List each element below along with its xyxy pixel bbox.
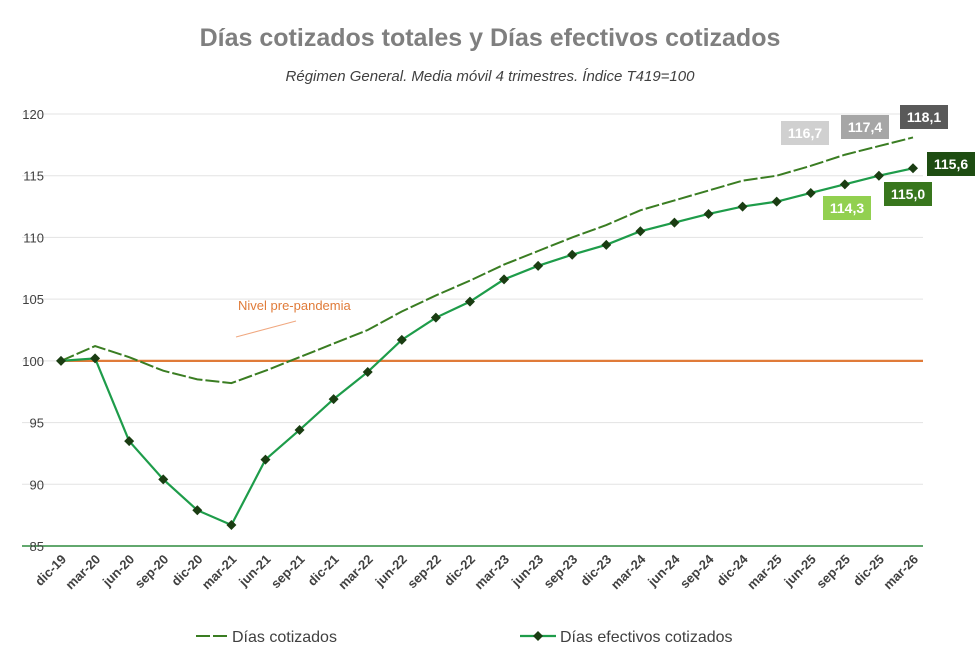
data-point-marker: [192, 505, 203, 516]
data-point-marker: [601, 239, 612, 250]
data-label: 117,4: [848, 119, 882, 135]
data-point-marker: [703, 208, 714, 219]
data-point-marker: [873, 170, 884, 181]
legend-marker-dias-efectivos: [533, 631, 543, 641]
series-dias-efectivos-line: [60, 167, 914, 527]
y-tick-label: 85: [30, 539, 44, 554]
x-tick-label: mar-20: [62, 552, 103, 593]
x-tick-label: jun-22: [372, 552, 410, 590]
data-point-marker: [533, 260, 544, 271]
x-tick-label: mar-22: [335, 552, 376, 593]
x-tick-label: jun-24: [644, 551, 683, 590]
x-tick-label: sep-20: [132, 552, 172, 592]
data-point-marker: [56, 355, 66, 366]
legend-label-dias-efectivos: Días efectivos cotizados: [560, 629, 733, 646]
data-point-marker: [567, 249, 578, 260]
y-tick-label: 115: [23, 169, 44, 184]
data-label-box: [927, 152, 975, 176]
data-point-marker: [430, 312, 441, 323]
data-point-marker: [362, 366, 373, 377]
data-point-marker: [260, 454, 271, 465]
data-point-marker: [908, 163, 918, 174]
x-tick-label: sep-23: [541, 552, 581, 592]
x-tick-label: jun-23: [508, 552, 546, 590]
x-tick-label: sep-22: [404, 552, 444, 592]
data-label: 116,7: [788, 125, 822, 141]
data-point-marker: [328, 394, 339, 405]
data-label-box: [900, 105, 948, 129]
legend-label-dias-cotizados: Días cotizados: [232, 629, 337, 646]
chart-subtitle: Régimen General. Media móvil 4 trimestre…: [285, 68, 695, 85]
data-label: 118,1: [907, 109, 941, 125]
y-tick-label: 100: [22, 354, 44, 369]
data-label-box: [781, 121, 829, 145]
data-point-marker: [464, 296, 475, 307]
y-tick-label: 95: [30, 416, 44, 431]
data-label: 115,6: [934, 156, 968, 172]
data-label: 114,3: [830, 200, 864, 216]
data-label-box: [884, 182, 932, 206]
data-point-marker: [737, 201, 748, 212]
data-point-marker: [839, 179, 850, 190]
x-tick-label: jun-25: [780, 552, 818, 590]
reference-leader-line: [235, 320, 297, 338]
x-tick-label: mar-21: [199, 552, 240, 593]
data-point-marker: [226, 520, 237, 531]
x-tick-label: sep-21: [268, 552, 308, 592]
x-tick-label: mar-24: [608, 551, 649, 592]
x-tick-label: jun-20: [99, 552, 137, 590]
x-tick-label: mar-25: [744, 552, 785, 593]
data-point-marker: [158, 474, 169, 485]
data-point-marker: [771, 196, 782, 207]
data-label-box: [823, 196, 871, 220]
data-point-marker: [669, 217, 680, 228]
series-dias-cotizados-line: [60, 136, 914, 385]
data-point-marker: [90, 353, 101, 364]
data-point-marker: [805, 187, 816, 198]
y-tick-label: 105: [22, 292, 44, 307]
x-tick-label: sep-24: [677, 551, 717, 591]
x-tick-label: sep-25: [813, 552, 853, 592]
y-tick-label: 120: [22, 107, 44, 122]
x-tick-label: jun-21: [235, 552, 273, 590]
x-tick-label: mar-23: [471, 552, 512, 593]
y-tick-label: 110: [23, 230, 44, 245]
y-tick-label: 90: [30, 477, 44, 492]
x-tick-label: mar-26: [880, 552, 921, 593]
data-point-marker: [635, 226, 646, 237]
data-point-marker: [294, 424, 305, 435]
data-point-marker: [499, 274, 510, 285]
data-label-box: [841, 115, 889, 139]
data-point-marker: [124, 436, 135, 447]
chart-title: Días cotizados totales y Días efectivos …: [199, 24, 781, 52]
reference-line-label: Nivel pre-pandemia: [238, 298, 351, 313]
data-label: 115,0: [891, 186, 925, 202]
data-point-marker: [396, 334, 407, 345]
